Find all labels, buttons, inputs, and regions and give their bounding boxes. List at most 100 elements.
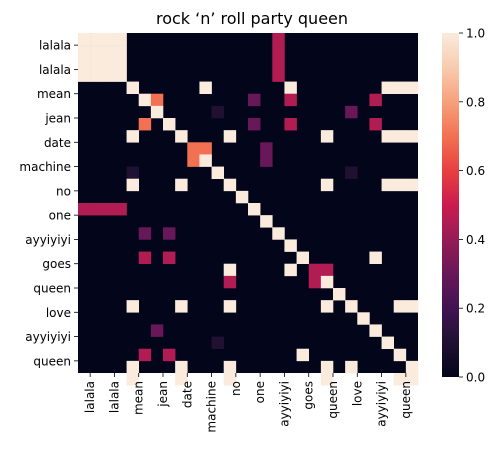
colorbar: [442, 33, 459, 377]
heatmap-cell: [369, 324, 381, 336]
heatmap-cell: [175, 361, 187, 373]
heatmap-cell: [236, 191, 248, 203]
heatmap-cell: [272, 69, 284, 81]
heatmap-cell: [284, 264, 296, 276]
row-tick-labels: lalala lalala mean jean date machine no one ayyi…: [19, 39, 78, 369]
heatmap-cell: [345, 167, 357, 179]
heatmap-cell: [394, 82, 406, 94]
column-tick-label: lalala: [107, 381, 121, 413]
heatmap-cell: [139, 118, 151, 130]
heatmap-cell: [382, 179, 394, 191]
heatmap-cell: [151, 106, 163, 118]
heatmap-cell: [151, 94, 163, 106]
heatmap-cell: [127, 300, 139, 312]
heatmap-cell: [382, 82, 394, 94]
heatmap-cell: [175, 300, 187, 312]
column-tick-label: lalala: [83, 381, 97, 413]
heatmap-cell: [406, 82, 418, 94]
heatmap-cell: [345, 361, 357, 373]
heatmap-cell: [212, 167, 224, 179]
heatmap-cell: [248, 203, 260, 215]
heatmap-cell: [321, 300, 333, 312]
heatmap-cell: [224, 130, 236, 142]
row-tick-label: one: [49, 209, 71, 223]
heatmap-cell: [78, 69, 90, 81]
heatmap-cell: [139, 252, 151, 264]
row-tick-label: queen: [33, 282, 71, 296]
heatmap-cell: [224, 300, 236, 312]
heatmap-cell: [78, 45, 90, 57]
heatmap-cell: [139, 349, 151, 361]
colorbar-ticks: 0.0 0.2 0.4 0.6 0.8 1.0: [459, 27, 485, 385]
heatmap-cell: [90, 69, 102, 81]
heatmap-cell: [248, 118, 260, 130]
colorbar-tick-label: 0.8: [466, 95, 485, 109]
column-tick-label: one: [253, 381, 267, 403]
row-tick-label: ayyiyiyi: [25, 330, 71, 344]
heatmap-cell: [394, 179, 406, 191]
heatmap-cell: [78, 33, 90, 45]
heatmap-cell: [78, 203, 90, 215]
row-tick-label: lalala: [39, 63, 71, 77]
heatmap-cell: [321, 130, 333, 142]
heatmap-cell: [139, 227, 151, 239]
heatmap-cell: [394, 130, 406, 142]
heatmap-cell: [284, 94, 296, 106]
heatmap-cell: [187, 154, 199, 166]
row-tick-label: goes: [42, 257, 71, 271]
colorbar-tick-label: 0.6: [466, 164, 485, 178]
heatmap-cell: [102, 203, 114, 215]
heatmap-cell: [151, 324, 163, 336]
heatmap-cell: [321, 361, 333, 373]
heatmap-cell: [309, 264, 321, 276]
heatmap-cell: [321, 276, 333, 288]
heatmap-cells: [78, 33, 418, 385]
heatmap-cell: [357, 312, 369, 324]
colorbar-tick-label: 0.0: [466, 371, 485, 385]
heatmap-cell: [224, 264, 236, 276]
row-tick-label: ayyiyiyi: [25, 233, 71, 247]
heatmap-cell: [333, 288, 345, 300]
heatmap-cell: [369, 252, 381, 264]
heatmap-cell: [114, 203, 126, 215]
column-tick-label: goes: [302, 381, 316, 410]
heatmap-cell: [90, 33, 102, 45]
row-tick-label: love: [46, 306, 71, 320]
column-tick-label: date: [180, 381, 194, 408]
heatmap-cell: [127, 130, 139, 142]
heatmap-cell: [382, 337, 394, 349]
heatmap-cell: [284, 118, 296, 130]
heatmap-cell: [102, 33, 114, 45]
heatmap-cell: [212, 337, 224, 349]
heatmap-cell: [406, 130, 418, 142]
heatmap-cell: [163, 252, 175, 264]
column-tick-label: queen: [399, 381, 413, 419]
heatmap-cell: [114, 57, 126, 69]
row-tick-label: queen: [33, 354, 71, 368]
heatmap-cell: [260, 154, 272, 166]
heatmap-cell: [175, 130, 187, 142]
column-tick-label: ayyiyiyi: [375, 381, 389, 427]
heatmap-cell: [163, 227, 175, 239]
heatmap-cell: [199, 142, 211, 154]
heatmap-cell: [309, 276, 321, 288]
column-tick-label: love: [350, 381, 364, 406]
heatmap-cell: [127, 179, 139, 191]
heatmap-cell: [321, 179, 333, 191]
row-tick-label: jean: [44, 112, 71, 126]
row-tick-label: lalala: [39, 39, 71, 53]
heatmap-cell: [127, 82, 139, 94]
heatmap-cell: [321, 264, 333, 276]
heatmap-cell: [163, 349, 175, 361]
heatmap-cell: [406, 361, 418, 373]
heatmap-cell: [260, 215, 272, 227]
column-tick-label: ayyiyiyi: [277, 381, 291, 427]
colorbar-tick-label: 0.4: [466, 233, 485, 247]
heatmap-cell: [175, 179, 187, 191]
heatmap-cell: [382, 130, 394, 142]
heatmap-cell: [406, 300, 418, 312]
heatmap-cell: [345, 106, 357, 118]
heatmap-cell: [114, 69, 126, 81]
